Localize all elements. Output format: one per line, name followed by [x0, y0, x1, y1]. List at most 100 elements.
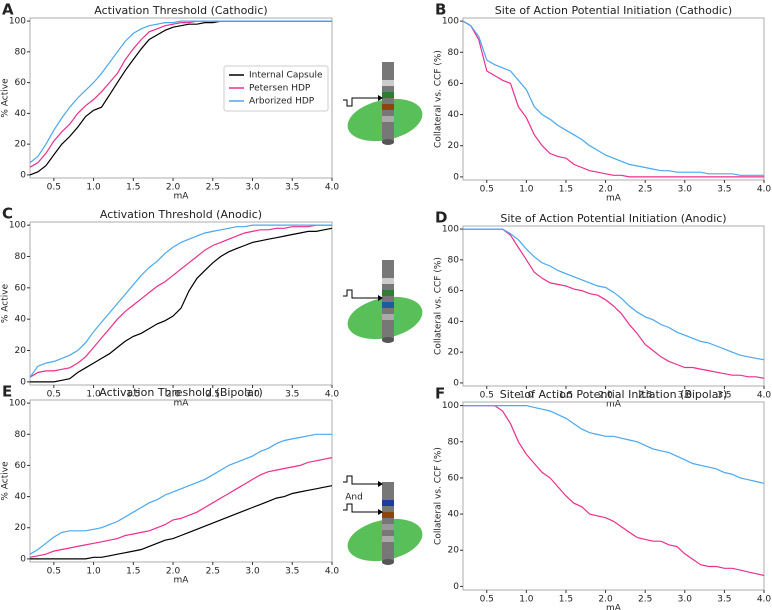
x-tick-label: 3.5: [717, 185, 731, 195]
legend: Internal Capsule Petersen HDP Arborized HD…: [223, 65, 329, 112]
x-axis-label: mA: [174, 576, 190, 586]
annotation: And: [345, 493, 363, 503]
series-line: [463, 405, 765, 484]
x-tick-label: 2.5: [638, 595, 652, 605]
y-tick-label: 40: [15, 315, 27, 325]
y-tick-label: 40: [15, 492, 27, 502]
electrode-anodic: [343, 260, 427, 346]
series-line: [29, 224, 332, 378]
legend-label: Petersen HDP: [249, 84, 311, 94]
series-line: [463, 405, 765, 577]
y-tick-label: 0: [453, 172, 459, 182]
y-axis-label: % Active: [1, 461, 11, 501]
x-tick-label: 2.0: [166, 567, 181, 577]
chart-title: Site of Action Potential Initiation (Cat…: [495, 4, 732, 17]
x-tick-label: 3.0: [245, 390, 260, 400]
y-tick-label: 100: [9, 221, 26, 231]
x-tick-label: 2.0: [598, 185, 613, 195]
x-tick-label: 4.0: [757, 185, 772, 195]
x-tick-label: 1.0: [86, 567, 101, 577]
chart-title: Activation Threshold (Cathodic): [94, 4, 267, 17]
x-tick-label: 3.0: [678, 185, 693, 195]
y-tick-label: 80: [15, 430, 27, 440]
y-axis-label: Collateral vs. CCF (%): [434, 257, 444, 355]
plot-frame: [29, 399, 333, 563]
y-tick-label: 80: [15, 252, 27, 262]
y-axis-label: Collateral vs. CCF (%): [434, 50, 444, 148]
x-axis-label: mA: [606, 604, 622, 610]
x-tick-label: 1.5: [559, 595, 573, 605]
plot-frame: [462, 401, 765, 591]
x-tick-label: 2.0: [166, 183, 181, 193]
y-axis-label: % Active: [1, 283, 11, 323]
x-tick-label: 2.0: [166, 390, 181, 400]
y-tick-label: 60: [15, 78, 27, 88]
x-tick-label: 4.0: [325, 390, 340, 400]
x-tick-label: 2.5: [206, 390, 220, 400]
x-tick-label: 0.5: [47, 183, 61, 193]
y-tick-label: 40: [15, 109, 27, 119]
panel-label: C: [2, 205, 13, 223]
x-tick-label: 3.0: [678, 391, 693, 401]
x-tick-label: 1.0: [519, 185, 534, 195]
x-tick-label: 0.5: [480, 595, 494, 605]
x-tick-label: 1.0: [86, 183, 101, 193]
x-tick-label: 2.5: [638, 185, 652, 195]
y-tick-label: 20: [448, 546, 460, 556]
chart-title: Activation Threshold (Anodic): [100, 208, 262, 221]
series-line: [29, 433, 332, 555]
panel-label: F: [435, 385, 445, 403]
y-tick-label: 80: [448, 48, 460, 58]
x-tick-label: 1.5: [559, 185, 573, 195]
y-tick-label: 60: [15, 461, 27, 471]
panel-label: D: [435, 209, 447, 227]
y-tick-label: 100: [442, 401, 459, 411]
x-tick-label: 4.0: [325, 567, 340, 577]
y-tick-label: 20: [448, 348, 460, 358]
electrode-bipolar: [343, 475, 427, 568]
y-tick-label: 100: [9, 399, 26, 409]
x-axis-label: mA: [174, 192, 190, 202]
series-line: [29, 457, 333, 558]
y-tick-label: 40: [448, 110, 460, 120]
y-tick-label: 0: [20, 554, 26, 564]
plot-frame: [29, 17, 333, 179]
x-tick-label: 3.0: [245, 183, 260, 193]
x-tick-label: 1.5: [126, 390, 140, 400]
x-tick-label: 2.0: [598, 595, 613, 605]
y-tick-label: 60: [448, 286, 460, 296]
x-tick-label: 4.0: [325, 183, 340, 193]
panel-label: B: [435, 1, 446, 19]
y-tick-label: 0: [20, 377, 26, 387]
plot-frame: [462, 225, 765, 387]
x-axis-label: mA: [174, 399, 190, 409]
x-tick-label: 3.5: [285, 390, 299, 400]
x-tick-label: 1.0: [86, 390, 101, 400]
x-tick-label: 1.0: [519, 391, 534, 401]
chart-title: Site of Action Potential Initiation (Bip…: [500, 388, 728, 401]
chart-title: Site of Action Potential Initiation (Ano…: [500, 212, 726, 225]
x-axis-label: mA: [606, 400, 622, 410]
legend-box: [223, 65, 329, 112]
y-tick-label: 0: [453, 582, 459, 592]
x-tick-label: 4.0: [757, 595, 772, 605]
x-tick-label: 3.5: [285, 567, 299, 577]
x-tick-label: 1.0: [519, 595, 534, 605]
x-tick-label: 3.5: [717, 391, 731, 401]
panel-label: A: [2, 1, 14, 19]
series-line: [29, 224, 332, 378]
y-tick-label: 0: [453, 378, 459, 388]
x-tick-label: 2.5: [206, 183, 220, 193]
x-tick-label: 2.5: [638, 391, 652, 401]
y-tick-label: 60: [15, 283, 27, 293]
x-tick-label: 0.5: [47, 567, 61, 577]
x-axis-label: mA: [606, 194, 622, 204]
series-line: [29, 20, 332, 164]
series-line: [30, 227, 333, 383]
y-tick-label: 100: [442, 17, 459, 27]
x-tick-label: 1.5: [126, 183, 140, 193]
y-tick-label: 20: [448, 141, 460, 151]
series-line: [30, 485, 333, 560]
x-tick-label: 4.0: [757, 391, 772, 401]
x-tick-label: 1.5: [126, 567, 140, 577]
